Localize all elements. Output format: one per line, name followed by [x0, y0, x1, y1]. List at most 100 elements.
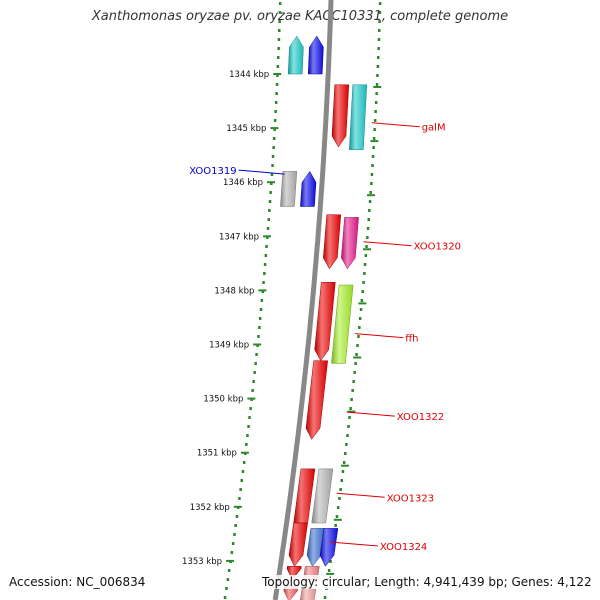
guide-dot-right: [366, 236, 369, 239]
guide-dot-right: [378, 20, 381, 23]
guide-dot-left: [253, 371, 256, 374]
guide-dot-right: [375, 83, 379, 86]
gene-feature[interactable]: [331, 284, 354, 364]
guide-dot-right: [335, 515, 339, 518]
guide-dot-left: [247, 425, 250, 428]
guide-dot-right: [369, 191, 372, 194]
gene-label[interactable]: XOO1324: [380, 542, 427, 553]
gene-feature[interactable]: [287, 35, 304, 75]
guide-dot-right: [360, 299, 364, 302]
guide-dot-right: [372, 137, 376, 140]
guide-dot-right: [375, 92, 378, 95]
guide-dot-right: [340, 479, 343, 482]
guide-dot-left: [278, 20, 281, 23]
guide-dot-left: [260, 299, 264, 302]
gene-label[interactable]: XOO1320: [414, 242, 461, 253]
guide-dot-left: [231, 542, 235, 545]
guide-dot-left: [240, 479, 243, 482]
guide-dot-left: [254, 362, 257, 365]
gene-feature[interactable]: [293, 468, 316, 524]
guide-dot-right: [377, 47, 380, 50]
guide-dot-right: [366, 227, 370, 230]
guide-dot-left: [258, 317, 262, 320]
guide-dot-left: [270, 182, 273, 185]
guide-dot-left: [263, 263, 267, 266]
tick-label: 1352 kbp: [190, 503, 230, 513]
guide-dot-right: [377, 38, 381, 41]
guide-dot-left: [225, 587, 228, 590]
gene-label[interactable]: galM: [422, 123, 446, 134]
guide-dot-left: [276, 74, 279, 77]
guide-dot-right: [351, 389, 354, 392]
guide-dot-right: [352, 380, 355, 383]
gene-feature[interactable]: [331, 84, 350, 148]
guide-dot-left: [258, 326, 261, 329]
tick-label: 1347 kbp: [219, 232, 259, 242]
gene-feature[interactable]: [341, 217, 359, 270]
gene-feature[interactable]: [323, 214, 342, 270]
guide-dot-left: [275, 83, 279, 86]
guide-dot-left: [278, 29, 281, 32]
guide-dot-right: [374, 110, 377, 113]
gene-feature[interactable]: [314, 282, 336, 362]
guide-dot-right: [378, 29, 381, 32]
guide-dot-right: [336, 506, 340, 509]
gene-label[interactable]: XOO1323: [387, 493, 434, 504]
guide-dot-left: [255, 353, 258, 356]
guide-dot-left: [265, 245, 268, 248]
guide-dot-left: [245, 443, 248, 446]
accession-text: Accession: NC_006834: [9, 575, 146, 589]
guide-dot-left: [274, 101, 278, 104]
guide-dot-left: [251, 389, 254, 392]
guide-dot-right: [345, 443, 348, 446]
gene-feature[interactable]: [307, 35, 324, 75]
gene-feature[interactable]: [286, 566, 302, 581]
guide-dot-right: [356, 344, 359, 347]
guide-dot-right: [327, 569, 331, 572]
guide-dot-right: [347, 425, 350, 428]
gene-label[interactable]: ffh: [405, 334, 418, 345]
guide-dot-right: [378, 11, 382, 14]
gene-feature[interactable]: [349, 84, 368, 150]
gene-feature[interactable]: [280, 171, 298, 207]
tick-label: 1345 kbp: [226, 124, 266, 134]
guide-dot-left: [277, 38, 281, 41]
guide-dot-right: [368, 209, 371, 212]
guide-dot-right: [329, 560, 332, 563]
gene-feature[interactable]: [319, 528, 339, 567]
guide-dot-right: [372, 146, 375, 149]
guide-dot-right: [370, 182, 373, 185]
gene-feature[interactable]: [288, 522, 308, 567]
guide-dot-right: [368, 200, 372, 203]
guide-dot-left: [267, 218, 270, 221]
guide-dot-right: [363, 263, 367, 266]
label-leader-line: [346, 411, 395, 417]
guide-dot-left: [269, 191, 272, 194]
guide-dot-left: [233, 533, 236, 536]
gene-feature[interactable]: [305, 360, 328, 440]
guide-dot-left: [234, 524, 237, 527]
gene-feature[interactable]: [300, 170, 317, 207]
tick-label: 1350 kbp: [203, 395, 243, 405]
guide-dot-left: [268, 200, 272, 203]
guide-dot-left: [226, 578, 230, 581]
gene-feature[interactable]: [311, 468, 334, 524]
guide-dot-right: [376, 65, 380, 68]
guide-dot-left: [278, 11, 282, 14]
guide-dot-left: [242, 461, 246, 464]
guide-dot-left: [276, 65, 280, 68]
gene-label[interactable]: XOO1319: [189, 166, 236, 177]
guide-dot-right: [339, 488, 342, 491]
label-leader-line: [363, 241, 412, 247]
guide-dot-left: [261, 290, 264, 293]
gene-feature[interactable]: [299, 587, 317, 600]
guide-dot-left: [238, 497, 241, 500]
guide-dot-right: [357, 335, 360, 338]
guide-dot-left: [271, 164, 274, 167]
guide-dot-left: [223, 596, 227, 599]
guide-dot-left: [270, 173, 274, 176]
guide-dot-right: [373, 128, 376, 131]
gene-feature[interactable]: [306, 528, 326, 567]
gene-label[interactable]: XOO1322: [397, 412, 444, 423]
